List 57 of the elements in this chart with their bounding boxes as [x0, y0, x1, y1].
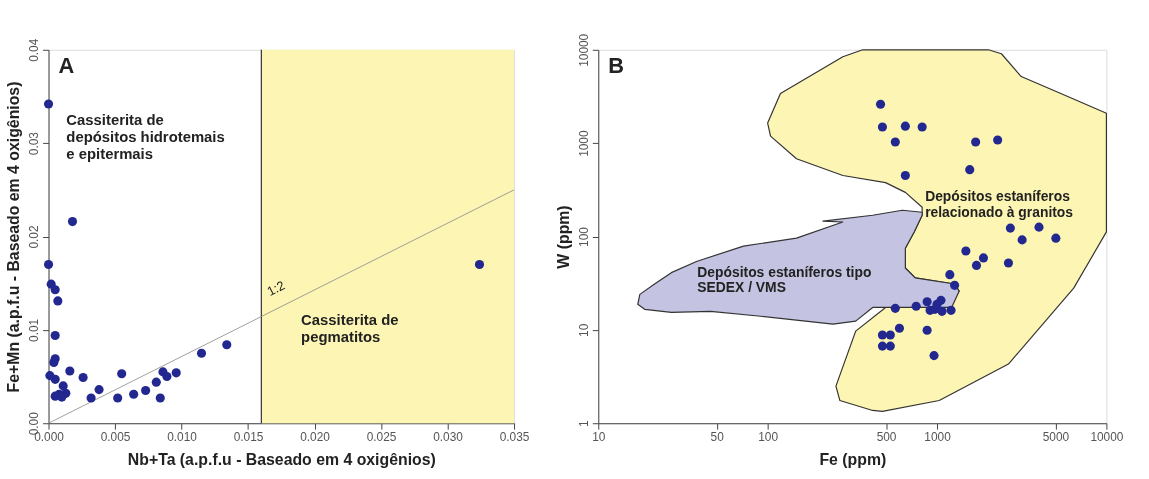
x-tick-label: 50 — [710, 429, 725, 444]
point — [474, 259, 485, 270]
x-tick-label: 0.020 — [300, 429, 331, 444]
x-tick-label: 0.010 — [167, 429, 198, 444]
point — [67, 217, 78, 227]
point — [86, 393, 96, 403]
y-tick-label: 1 — [576, 420, 591, 428]
point — [155, 393, 165, 403]
annotation: Depósitos estaníferos tipo SEDEX / VMS — [697, 263, 872, 296]
y-tick-label: 100 — [576, 226, 591, 247]
annotation: B — [608, 52, 624, 78]
point — [53, 296, 63, 306]
point — [50, 374, 60, 384]
x-tick-label: 0.030 — [433, 429, 464, 444]
x-axis-title: Fe (ppm) — [819, 451, 887, 469]
x-tick-label: 100 — [758, 429, 779, 444]
y-tick-label: 0.04 — [27, 38, 42, 62]
point — [113, 393, 123, 403]
x-tick-label: 500 — [876, 429, 897, 444]
y-tick-label: 0.03 — [27, 131, 42, 156]
x-tick-label: 5000 — [1042, 429, 1070, 444]
y-axis-title: W (ppm) — [555, 205, 573, 269]
point — [162, 371, 172, 382]
point — [141, 385, 151, 396]
x-axis-title: Nb+Ta (a.p.f.u - Baseado em 4 oxigênios) — [127, 451, 436, 469]
point — [196, 348, 207, 358]
point — [117, 369, 127, 379]
y-tick-label: 1000 — [576, 130, 591, 157]
point — [50, 330, 60, 341]
point — [222, 340, 232, 350]
x-tick-label: 10000 — [1090, 429, 1124, 444]
x-tick-label: 1000 — [924, 429, 952, 444]
x-tick-label: 0.025 — [366, 429, 397, 444]
annotation: Cassiterita de depósitos hidrotemais e epitermais — [66, 112, 225, 162]
x-tick-label: 0.015 — [233, 429, 264, 444]
x-tick-label: 0.035 — [499, 429, 530, 444]
y-tick-label: 10000 — [576, 33, 591, 67]
annotation: Cassiterita de pegmatitos — [301, 312, 399, 345]
point — [58, 381, 68, 391]
point — [151, 377, 161, 387]
point — [94, 385, 104, 395]
point — [50, 285, 60, 295]
point — [129, 389, 139, 399]
point — [171, 368, 181, 378]
y-axis-title: Fe+Mn (a.p.f.u - Baseado em 4 oxigênios) — [5, 81, 23, 393]
annotation: 1:2 — [264, 277, 288, 300]
annotation: A — [58, 52, 75, 78]
y-tick-label: 0.01 — [27, 318, 42, 342]
x-tick-label: 10 — [592, 429, 606, 444]
annotation: Depósitos estaníferos relacionado à granitos — [925, 188, 1074, 221]
point — [78, 372, 88, 383]
x-tick-label: 0.005 — [100, 429, 131, 444]
point — [43, 99, 54, 109]
y-tick-label: 0.02 — [27, 225, 42, 249]
point — [43, 259, 54, 270]
y-tick-label: 10 — [576, 323, 591, 337]
point — [65, 366, 75, 376]
